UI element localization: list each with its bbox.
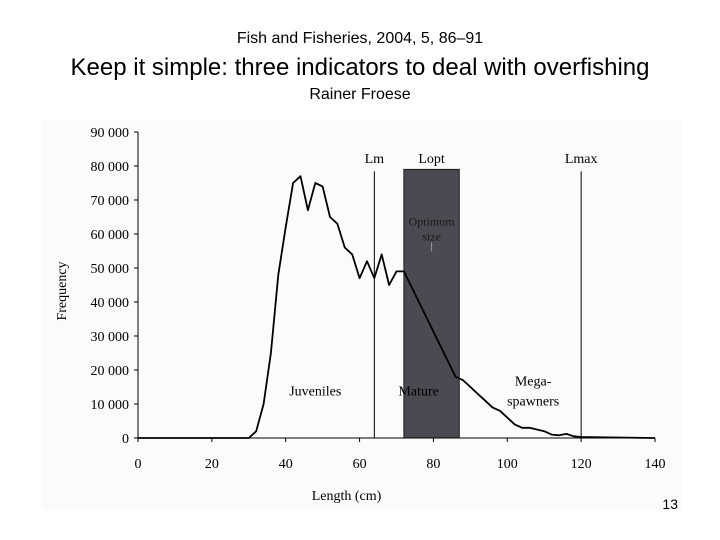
optimum-size-label: Optimum [409,214,456,228]
region-label-mega: spawners [507,394,559,409]
journal-citation: Fish and Fisheries, 2004, 5, 86–91 [236,30,484,47]
y-tick-label: 60 000 [91,228,130,243]
region-label-mega: Mega- [515,374,552,389]
x-tick-label: 120 [571,457,592,472]
x-tick-label: 40 [279,457,293,472]
optimum-size-band [403,168,460,439]
y-tick-label: 80 000 [91,160,130,175]
y-tick-label: 70 000 [91,194,130,209]
y-tick-label: 50 000 [91,262,130,277]
x-tick-label: 100 [497,457,518,472]
y-tick-label: 40 000 [91,296,130,311]
y-tick-label: 20 000 [91,364,130,379]
lopt-label: Lopt [418,152,445,167]
region-label-mature: Mature [398,385,438,400]
y-tick-label: 30 000 [91,330,130,345]
x-tick-label: 0 [135,457,142,472]
ref-label-lmax: Lmax [565,152,598,167]
x-tick-label: 140 [645,457,666,472]
region-label-juveniles: Juveniles [289,385,341,400]
slide-title: Keep it simple: three indicators to deal… [70,54,650,81]
x-tick-label: 80 [426,457,440,472]
y-axis-label: Frequency [55,261,70,320]
optimum-size-label: size [422,229,441,243]
y-tick-label: 10 000 [91,398,130,413]
frequency-series-line [138,175,656,439]
y-tick-label: 0 [122,432,129,447]
y-tick-label: 90 000 [91,126,130,141]
x-tick-label: 60 [353,457,367,472]
chart-background [42,120,682,510]
x-axis-label: Length (cm) [312,489,382,504]
slide-number: 13 [662,496,678,512]
ref-label-lm: Lm [365,152,385,167]
author-name: Rainer Froese [309,86,411,103]
x-tick-label: 20 [205,457,219,472]
